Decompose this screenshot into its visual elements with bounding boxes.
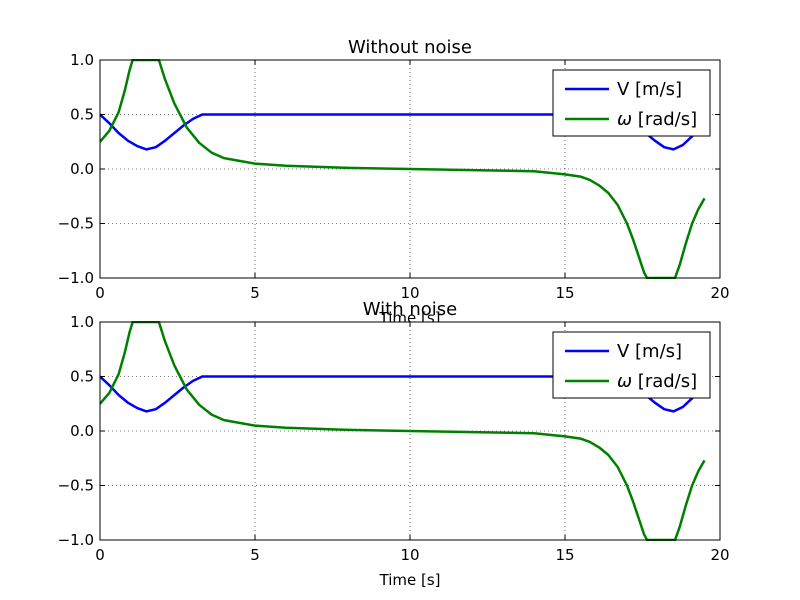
x-tick-label: 0 <box>95 546 105 564</box>
legend-box <box>552 331 711 399</box>
legend-text: V [m/s] <box>617 341 682 362</box>
x-tick-label: 5 <box>250 546 260 564</box>
legend-text: [rad/s] <box>632 371 697 392</box>
y-tick-label: −1.0 <box>58 269 94 287</box>
legend: V [m/s] ω [rad/s] <box>552 331 711 399</box>
chart-title: With noise <box>363 299 457 320</box>
y-tick-label: 0.5 <box>70 106 94 124</box>
y-tick-label: −1.0 <box>58 531 94 549</box>
x-tick-label: 15 <box>555 546 574 564</box>
x-tick-label: 20 <box>710 284 729 302</box>
y-tick-label: 1.0 <box>70 51 94 69</box>
series-line-v <box>100 375 706 413</box>
legend: V [m/s] ω [rad/s] <box>552 69 711 137</box>
legend-box <box>552 69 711 137</box>
legend-symbol: ω <box>617 109 632 130</box>
x-tick-label: 0 <box>95 284 105 302</box>
legend-label: V [m/s] <box>617 79 682 100</box>
x-tick-label: 20 <box>710 546 729 564</box>
x-tick-label: 10 <box>400 546 419 564</box>
chart-title: Without noise <box>348 37 472 58</box>
legend-text: V [m/s] <box>617 79 682 100</box>
x-axis-title: Time [s] <box>379 571 441 589</box>
series-line-v <box>100 113 706 151</box>
y-tick-label: 0.0 <box>70 160 94 178</box>
x-tick-label: 15 <box>555 284 574 302</box>
y-tick-label: 0.0 <box>70 422 94 440</box>
chart-2: 0 5 10 15 20 −1.0 −0.5 0.0 0.5 1.0 Time [s] With no… <box>58 299 730 589</box>
legend-label: V [m/s] <box>617 341 682 362</box>
legend-label: ω [rad/s] <box>617 371 697 392</box>
legend-symbol: ω <box>617 371 632 392</box>
y-tick-label: −0.5 <box>58 477 94 495</box>
y-tick-label: 1.0 <box>70 313 94 331</box>
y-tick-label: −0.5 <box>58 215 94 233</box>
x-tick-label: 5 <box>250 284 260 302</box>
y-tick-label: 0.5 <box>70 368 94 386</box>
x-tick-label: 10 <box>400 284 419 302</box>
legend-label: ω [rad/s] <box>617 109 697 130</box>
legend-text: [rad/s] <box>632 109 697 130</box>
